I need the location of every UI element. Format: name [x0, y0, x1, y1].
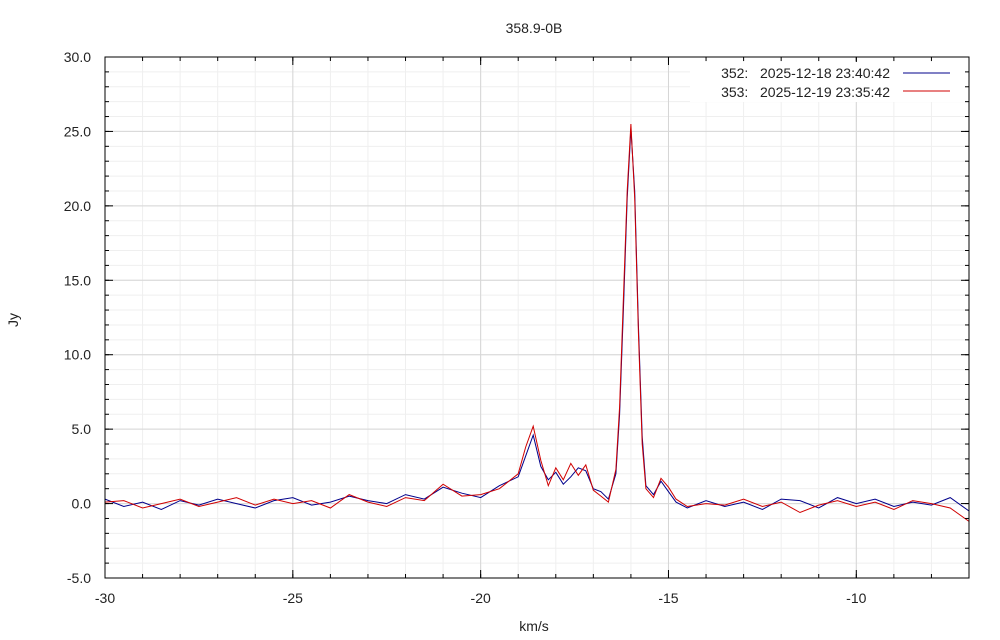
chart-title: 358.9-0B [506, 20, 563, 36]
y-tick-label: 20.0 [64, 198, 91, 214]
series-line-0 [104, 128, 970, 512]
y-tick-label: 15.0 [64, 272, 91, 288]
minor-grid [104, 56, 970, 579]
y-tick-label: 30.0 [64, 49, 91, 65]
x-tick-label: -25 [283, 590, 303, 606]
major-grid [104, 56, 969, 579]
series-layer [104, 123, 970, 522]
x-tick-label: -15 [658, 590, 678, 606]
y-tick-label: 10.0 [64, 347, 91, 363]
legend-label-353: 353: 2025-12-19 23:35:42 [721, 84, 890, 100]
y-tick-labels: -5.0 0.0 5.0 10.0 15.0 20.0 25.0 30.0 [64, 49, 91, 586]
plot-frame [104, 56, 970, 579]
series-line-1 [104, 123, 970, 522]
y-tick-label: 5.0 [72, 421, 92, 437]
x-tick-label: -10 [846, 590, 866, 606]
y-tick-label: -5.0 [67, 570, 91, 586]
axis-ticks [104, 56, 970, 579]
legend-background [690, 62, 965, 102]
y-tick-label: 25.0 [64, 123, 91, 139]
x-axis-title: km/s [519, 618, 549, 634]
legend-label-352: 352: 2025-12-18 23:40:42 [721, 65, 890, 81]
x-tick-label: -30 [95, 590, 115, 606]
x-tick-label: -20 [471, 590, 491, 606]
y-tick-label: 0.0 [72, 496, 92, 512]
legend: 352: 2025-12-18 23:40:42 353: 2025-12-19… [690, 62, 965, 102]
x-tick-labels: -30 -25 -20 -15 -10 [95, 590, 867, 606]
y-axis-title: Jy [5, 313, 21, 327]
